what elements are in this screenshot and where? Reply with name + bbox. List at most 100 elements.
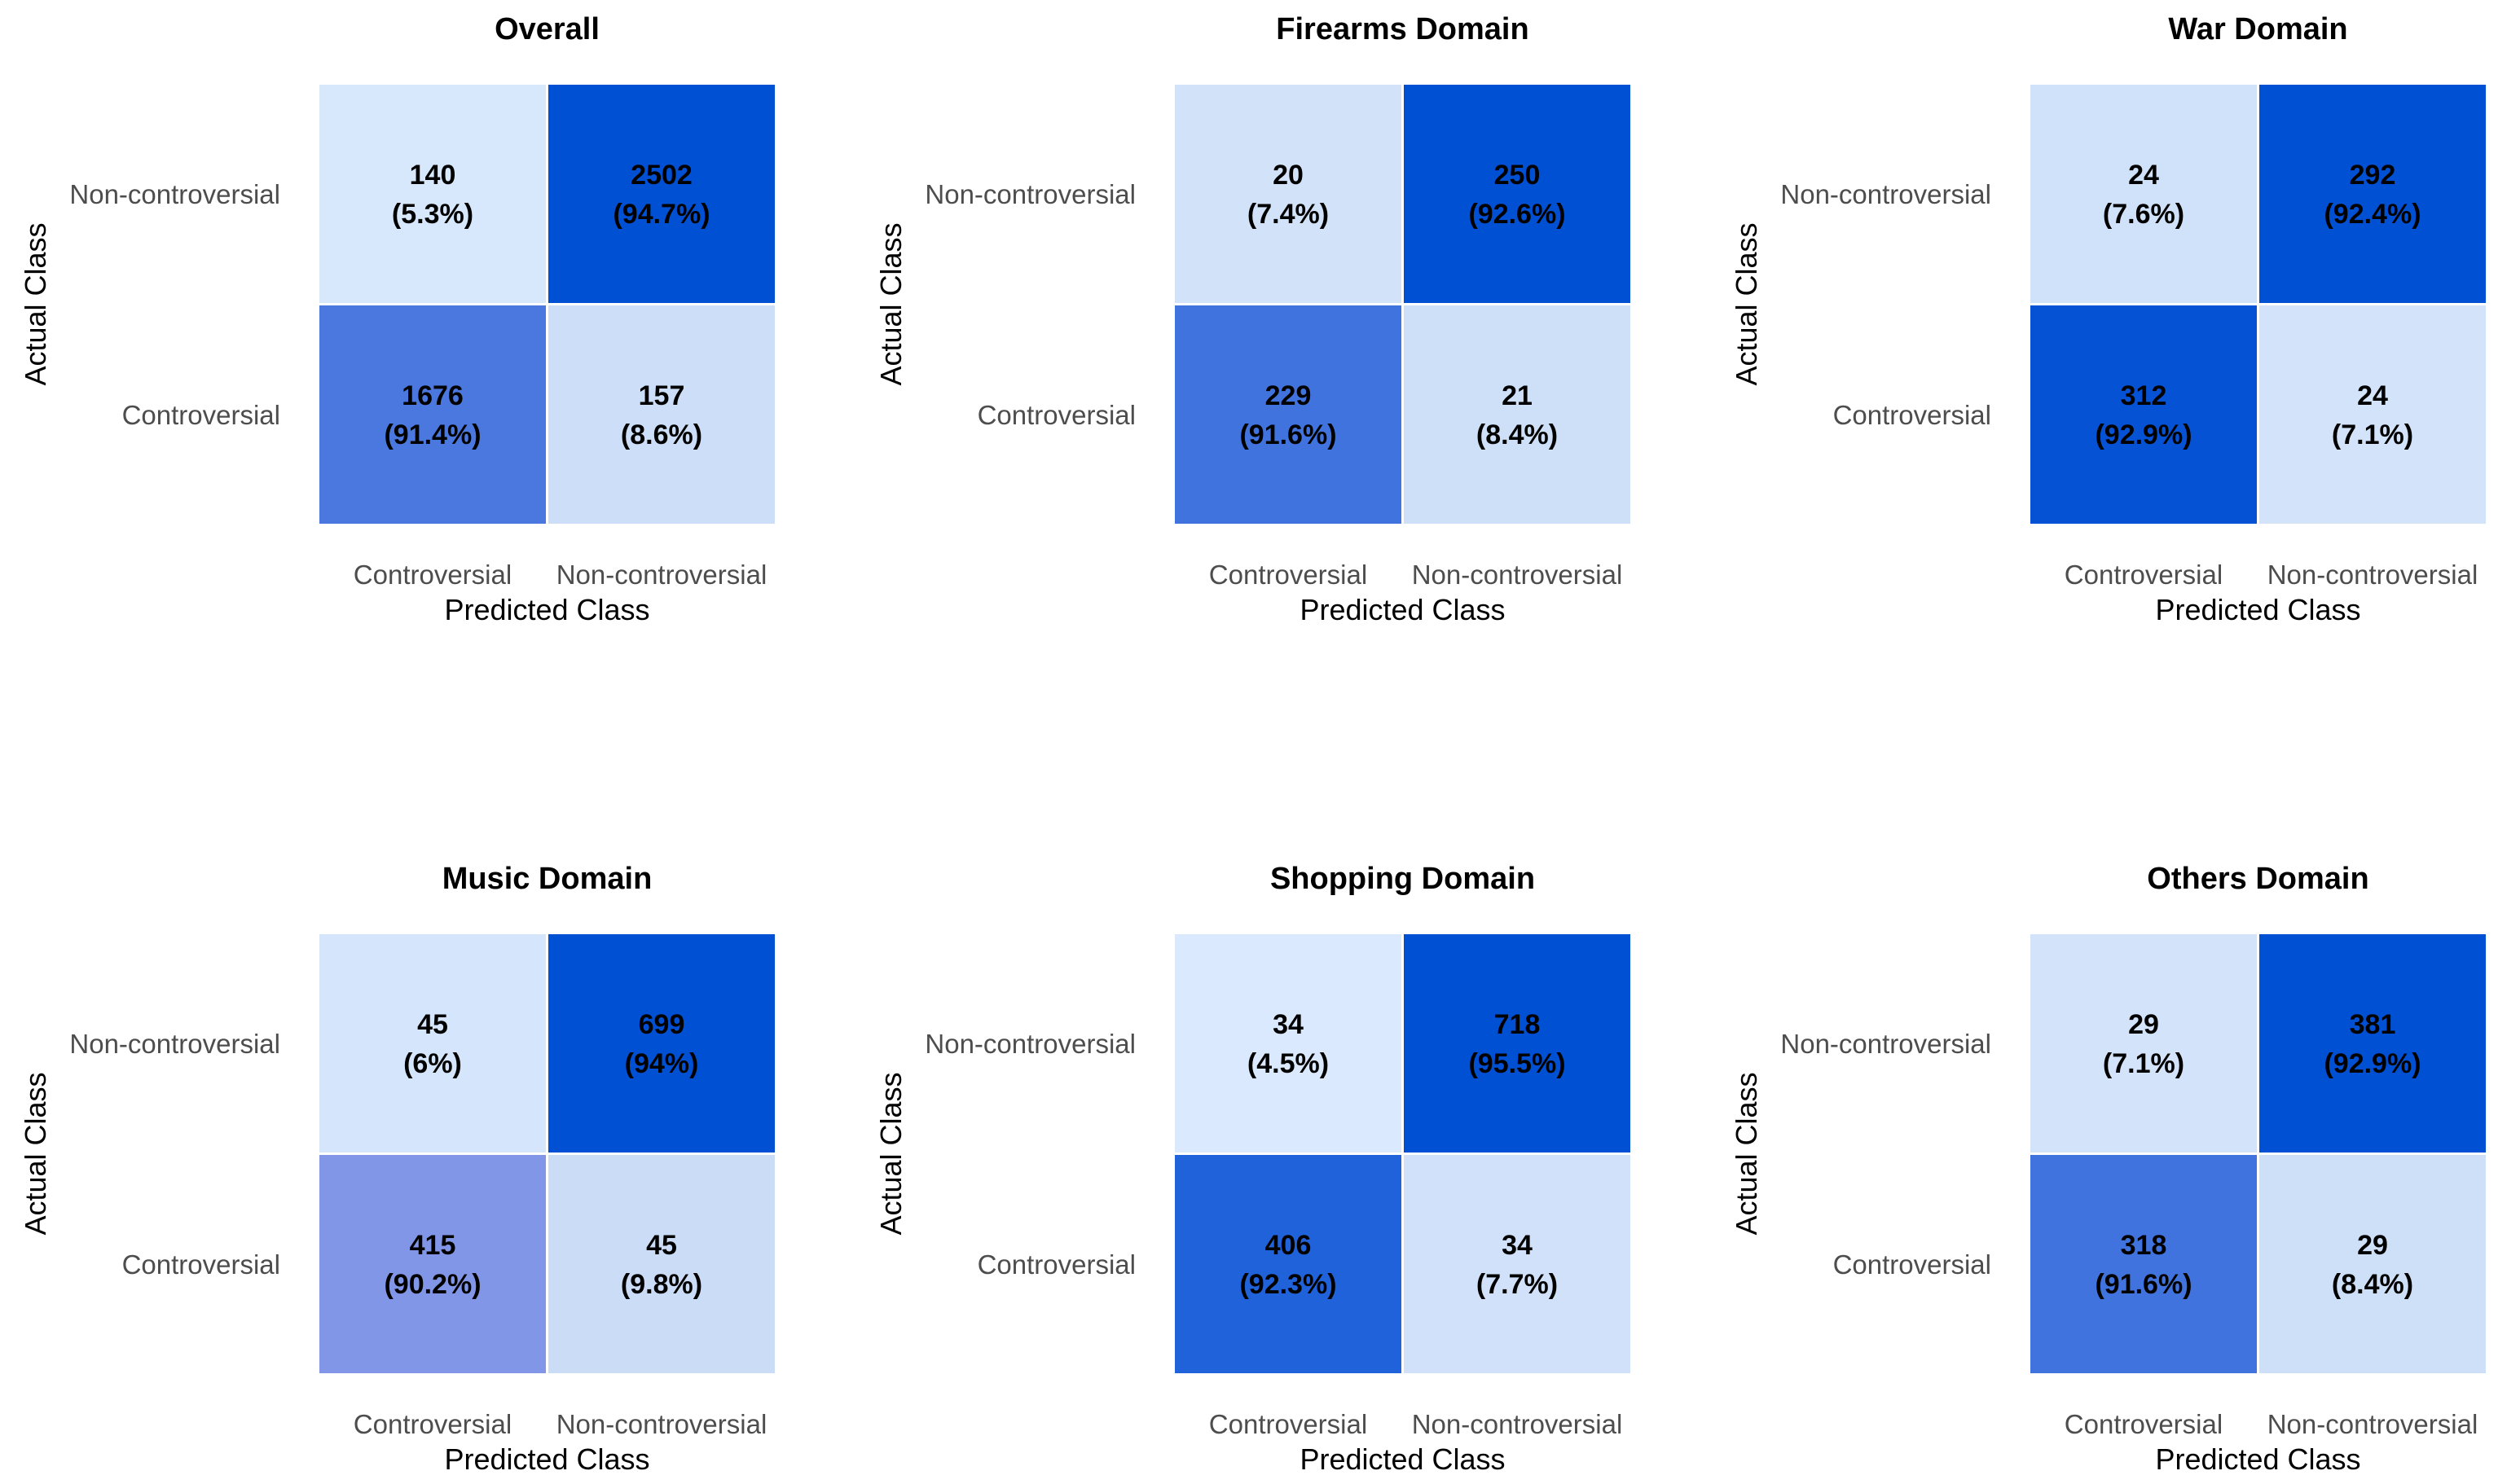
x-tick-label: Non-controversial <box>2267 1409 2478 1439</box>
panel-title: Firearms Domain <box>1276 12 1528 46</box>
x-tick-label: Controversial <box>1209 560 1367 590</box>
cell-percent-label: (7.1%) <box>2332 419 2413 450</box>
x-tick-label: Controversial <box>2065 1409 2223 1439</box>
cell-count-label: 2502 <box>631 160 693 191</box>
heatmap-cell <box>1404 85 1630 303</box>
cell-percent-label: (91.4%) <box>384 419 481 450</box>
confusion-matrix-panel: Firearms Domain 20 (7.4%) 250 (92.6%) 229 (91.… <box>874 12 1630 626</box>
heatmap-cell <box>548 934 775 1153</box>
confusion-matrix-panel: Shopping Domain 34 (4.5%) 718 (95.5%) 406 (92.… <box>874 862 1630 1476</box>
heatmap-cell <box>319 934 546 1153</box>
cell-count-label: 24 <box>2357 380 2388 411</box>
cell-percent-label: (92.6%) <box>1468 199 1565 230</box>
confusion-matrix-panel: War Domain 24 (7.6%) 292 (92.4%) 312 (92.9%) 24… <box>1730 12 2486 626</box>
cell-count-label: 24 <box>2128 160 2159 191</box>
cell-count-label: 292 <box>2350 160 2396 191</box>
cell-count-label: 406 <box>1265 1230 1312 1261</box>
cell-percent-label: (4.5%) <box>1247 1048 1329 1079</box>
cell-percent-label: (7.1%) <box>2103 1048 2184 1079</box>
y-axis-label: Actual Class <box>874 222 908 385</box>
y-tick-label: Controversial <box>978 400 1136 430</box>
y-tick-label: Controversial <box>978 1249 1136 1280</box>
y-tick-label: Non-controversial <box>1780 1029 1991 1059</box>
x-axis-label: Predicted Class <box>2155 1442 2360 1476</box>
cell-percent-label: (94%) <box>625 1048 699 1079</box>
y-tick-label: Non-controversial <box>69 179 280 209</box>
panel-title: Others Domain <box>2147 862 2368 896</box>
cell-count-label: 157 <box>639 380 685 411</box>
cell-percent-label: (91.6%) <box>1239 419 1336 450</box>
cell-percent-label: (8.4%) <box>1476 419 1558 450</box>
heatmap-cell <box>2259 305 2486 524</box>
heatmap-cell <box>1404 934 1630 1153</box>
confusion-matrix-panel: Music Domain 45 (6%) 699 (94%) 415 (90.2%) 45 (9… <box>19 862 775 1476</box>
cell-count-label: 140 <box>410 160 456 191</box>
heatmap-cell <box>2030 934 2257 1153</box>
y-tick-label: Controversial <box>122 1249 280 1280</box>
cell-percent-label: (95.5%) <box>1468 1048 1565 1079</box>
y-tick-label: Non-controversial <box>925 179 1136 209</box>
heatmap-cell <box>1175 1155 1401 1373</box>
heatmap-cell <box>2030 85 2257 303</box>
x-tick-label: Non-controversial <box>2267 560 2478 590</box>
cell-count-label: 34 <box>1502 1230 1533 1261</box>
cell-count-label: 20 <box>1273 160 1304 191</box>
cell-percent-label: (8.6%) <box>621 419 702 450</box>
x-tick-label: Non-controversial <box>1412 1409 1623 1439</box>
x-axis-label: Predicted Class <box>2155 593 2360 626</box>
x-tick-label: Non-controversial <box>556 560 767 590</box>
x-axis-label: Predicted Class <box>1300 593 1505 626</box>
cell-count-label: 699 <box>639 1009 685 1040</box>
heatmap-cell <box>1175 934 1401 1153</box>
heatmap-cell <box>2030 1155 2257 1373</box>
x-tick-label: Non-controversial <box>1412 560 1623 590</box>
heatmap-cell <box>548 1155 775 1373</box>
cell-percent-label: (92.9%) <box>2324 1048 2421 1079</box>
x-tick-label: Controversial <box>2065 560 2223 590</box>
x-axis-label: Predicted Class <box>444 593 649 626</box>
panel-title: Shopping Domain <box>1270 862 1535 896</box>
cell-percent-label: (7.7%) <box>1476 1269 1558 1300</box>
y-tick-label: Controversial <box>1833 1249 1991 1280</box>
y-axis-label: Actual Class <box>1730 222 1763 385</box>
y-axis-label: Actual Class <box>874 1072 908 1235</box>
y-tick-label: Controversial <box>1833 400 1991 430</box>
cell-percent-label: (7.6%) <box>2103 199 2184 230</box>
cell-percent-label: (6%) <box>403 1048 462 1079</box>
y-axis-label: Actual Class <box>19 1072 52 1235</box>
cell-percent-label: (92.3%) <box>1239 1269 1336 1300</box>
cell-count-label: 29 <box>2357 1230 2388 1261</box>
heatmap-cell <box>2030 305 2257 524</box>
heatmap-cell <box>319 305 546 524</box>
confusion-matrix-panel: Others Domain 29 (7.1%) 381 (92.9%) 318 (91.6%… <box>1730 862 2486 1476</box>
heatmap-cell <box>2259 934 2486 1153</box>
heatmap-cell <box>1404 1155 1630 1373</box>
cell-percent-label: (92.4%) <box>2324 199 2421 230</box>
y-tick-label: Non-controversial <box>925 1029 1136 1059</box>
cell-count-label: 45 <box>646 1230 677 1261</box>
y-axis-label: Actual Class <box>1730 1072 1763 1235</box>
heatmap-cell <box>319 85 546 303</box>
cell-percent-label: (5.3%) <box>392 199 473 230</box>
heatmap-cell <box>2259 1155 2486 1373</box>
heatmap-cell <box>1175 305 1401 524</box>
y-tick-label: Non-controversial <box>69 1029 280 1059</box>
cell-count-label: 229 <box>1265 380 1312 411</box>
cell-count-label: 415 <box>410 1230 456 1261</box>
cell-percent-label: (90.2%) <box>384 1269 481 1300</box>
y-tick-label: Controversial <box>122 400 280 430</box>
panel-title: Music Domain <box>442 862 653 896</box>
cell-count-label: 34 <box>1273 1009 1304 1040</box>
cell-percent-label: (91.6%) <box>2095 1269 2192 1300</box>
panel-title: Overall <box>495 12 600 46</box>
heatmap-cell <box>548 305 775 524</box>
heatmap-cell <box>319 1155 546 1373</box>
y-axis-label: Actual Class <box>19 222 52 385</box>
x-tick-label: Controversial <box>354 560 512 590</box>
cell-count-label: 250 <box>1494 160 1541 191</box>
heatmap-cell <box>2259 85 2486 303</box>
x-tick-label: Controversial <box>1209 1409 1367 1439</box>
cell-count-label: 381 <box>2350 1009 2396 1040</box>
cell-count-label: 312 <box>2121 380 2167 411</box>
